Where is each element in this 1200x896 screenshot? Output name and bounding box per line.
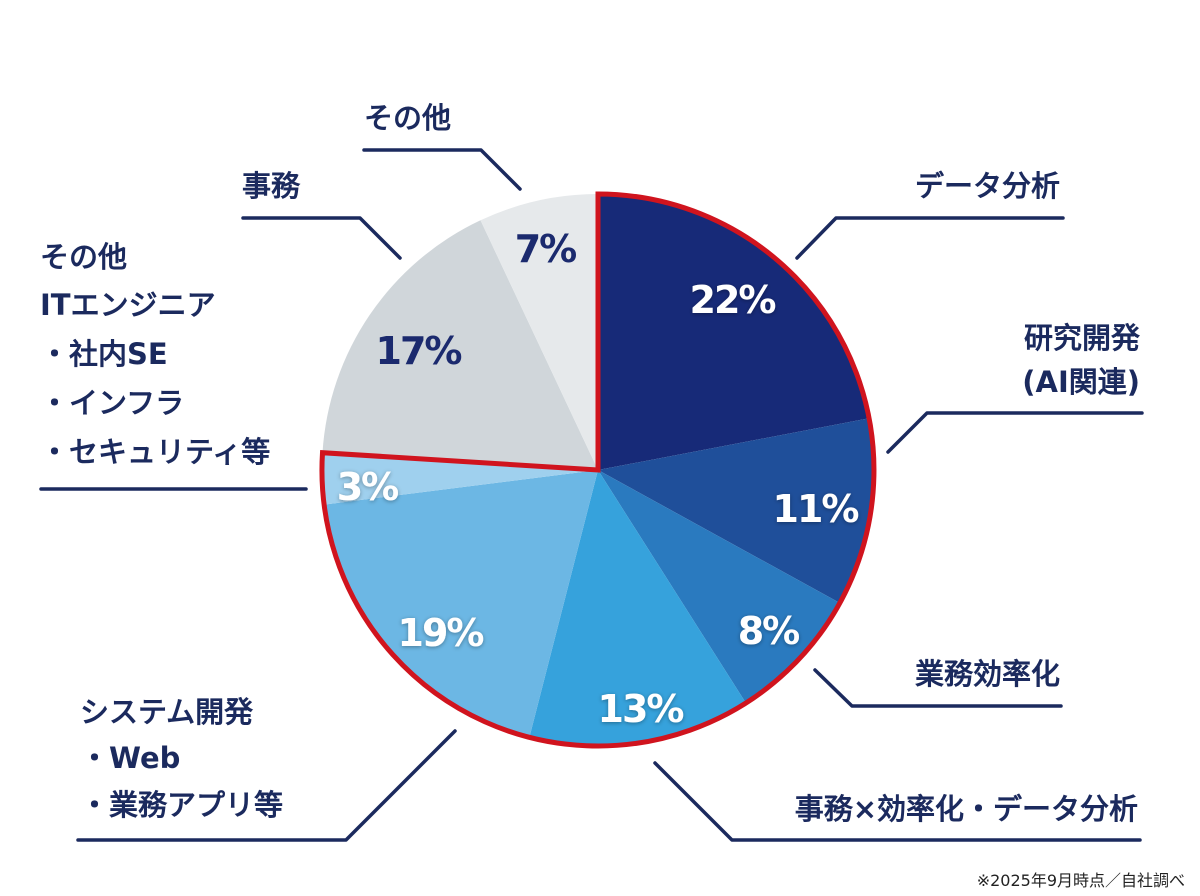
pct-label: 22%	[690, 278, 776, 322]
pct-label: 11%	[773, 487, 859, 531]
leader-jimu	[241, 216, 402, 260]
label-research-line1: 研究開発	[1024, 321, 1141, 355]
pct-label: 19%	[398, 611, 484, 655]
label-data-analysis: データ分析	[915, 169, 1060, 203]
label-other-it-line5: ・セキュリティ等	[40, 435, 270, 469]
category-labels: データ分析 研究開発 (AI関連) 業務効率化 事務×効率化・データ分析 システ…	[40, 101, 1141, 826]
label-other-it-line1: その他	[40, 240, 127, 274]
slice-business-efficiency[interactable]	[598, 470, 840, 703]
pct-label: 8%	[738, 609, 799, 653]
label-other-it-line3: ・社内SE	[40, 337, 168, 371]
pie-slices	[321, 194, 875, 746]
label-system-dev-line1: システム開発	[80, 695, 254, 729]
label-system-dev-line2: ・Web	[80, 741, 180, 775]
label-system-dev-line3: ・業務アプリ等	[80, 788, 283, 822]
pct-label: 7%	[515, 227, 576, 271]
label-other: その他	[364, 101, 451, 135]
label-research-line2: (AI関連)	[1022, 365, 1140, 399]
leader-system-dev	[76, 729, 457, 842]
leader-efficiency	[813, 668, 1063, 708]
footnote: ※2025年9月時点／自社調べ	[977, 871, 1185, 890]
pct-label: 17%	[376, 329, 462, 373]
label-jimu-efficiency: 事務×効率化・データ分析	[795, 792, 1138, 826]
leader-data-analysis	[795, 216, 1065, 260]
leader-research	[886, 411, 1144, 454]
label-jimu: 事務	[242, 169, 301, 203]
percent-labels: 22% 11% 8% 13% 19% 3% 17% 7%	[337, 227, 861, 731]
pct-label: 13%	[598, 687, 684, 731]
slice-jimu-efficiency-data[interactable]	[529, 470, 746, 746]
pct-label: 3%	[337, 465, 398, 509]
slice-system-dev[interactable]	[324, 470, 598, 738]
label-other-it-line2: ITエンジニア	[40, 288, 216, 322]
leader-other	[362, 148, 522, 191]
label-other-it-line4: ・インフラ	[40, 386, 184, 420]
leader-jimu-efficiency	[653, 761, 1142, 842]
highlight-outline	[319, 191, 877, 749]
leader-lines	[39, 148, 1144, 842]
slice-research-ai[interactable]	[598, 418, 875, 603]
slice-jimu[interactable]	[322, 220, 599, 470]
label-efficiency: 業務効率化	[915, 657, 1060, 691]
slice-other[interactable]	[480, 194, 599, 470]
slice-data-analysis[interactable]	[598, 194, 870, 470]
